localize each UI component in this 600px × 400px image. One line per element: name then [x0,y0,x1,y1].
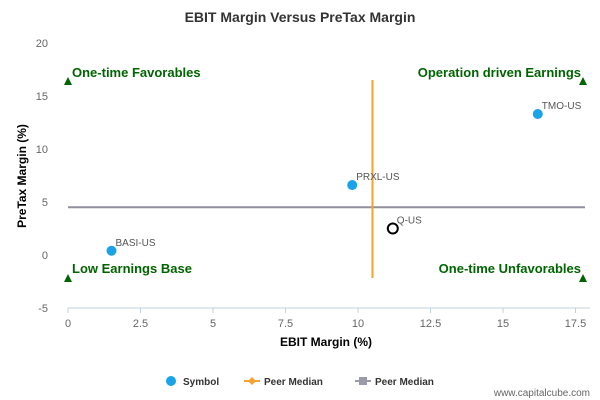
quadrant-marker [579,274,587,282]
y-tick-label: 20 [36,38,48,50]
data-points: TMO-US PRXL-US BASI-US Q-US [106,101,582,256]
legend-label: Symbol [183,377,219,388]
legend-diamond-marker [248,377,256,385]
x-tick-label: 5 [210,318,216,330]
data-point [347,180,358,191]
x-tick-label: 2.5 [133,318,148,330]
x-tick-label: 7.5 [278,318,293,330]
quadrant-marker [579,77,587,85]
legend: Symbol Peer Median Peer Median [166,376,434,388]
data-point [106,245,117,256]
y-tick-label: 0 [42,250,48,262]
quadrant-label: Operation driven Earnings [418,65,581,80]
y-tick-label: 15 [36,91,48,103]
data-point-label: BASI-US [116,238,156,249]
x-tick-label: 0 [65,318,71,330]
legend-label: Peer Median [264,377,323,388]
chart-title: EBIT Margin Versus PreTax Margin [185,9,416,25]
quadrant-label: Low Earnings Base [72,261,192,276]
data-point-label: TMO-US [542,101,582,112]
x-axis-label: EBIT Margin (%) [280,335,372,349]
data-point-label: PRXL-US [356,172,400,183]
data-point-label: Q-US [397,216,422,227]
y-tick-label: 5 [42,197,48,209]
x-axis-ticks: 0 2.5 5 7.5 10 12.5 15 17.5 [65,308,586,330]
credit-text: www.capitalcube.com [493,388,590,399]
quadrant-labels: One-time Favorables Operation driven Earn… [64,65,587,282]
x-tick-label: 15 [497,318,509,330]
legend-symbol-marker [166,376,176,386]
quadrant-marker [64,77,72,85]
legend-square-marker [359,377,367,385]
data-point [386,222,399,235]
quadrant-label: One-time Favorables [72,65,201,80]
data-point [532,109,543,120]
x-tick-label: 10 [352,318,364,330]
y-axis-label: PreTax Margin (%) [15,124,29,228]
quadrant-marker [64,274,72,282]
y-axis-ticks: -5 0 5 10 15 20 [36,38,48,315]
y-tick-label: 10 [36,144,48,156]
quadrant-label: One-time Unfavorables [439,261,581,276]
x-tick-label: 12.5 [420,318,441,330]
legend-label: Peer Median [375,377,434,388]
peer-median-lines [68,80,585,278]
y-tick-label: -5 [38,303,48,315]
x-tick-label: 17.5 [565,318,586,330]
